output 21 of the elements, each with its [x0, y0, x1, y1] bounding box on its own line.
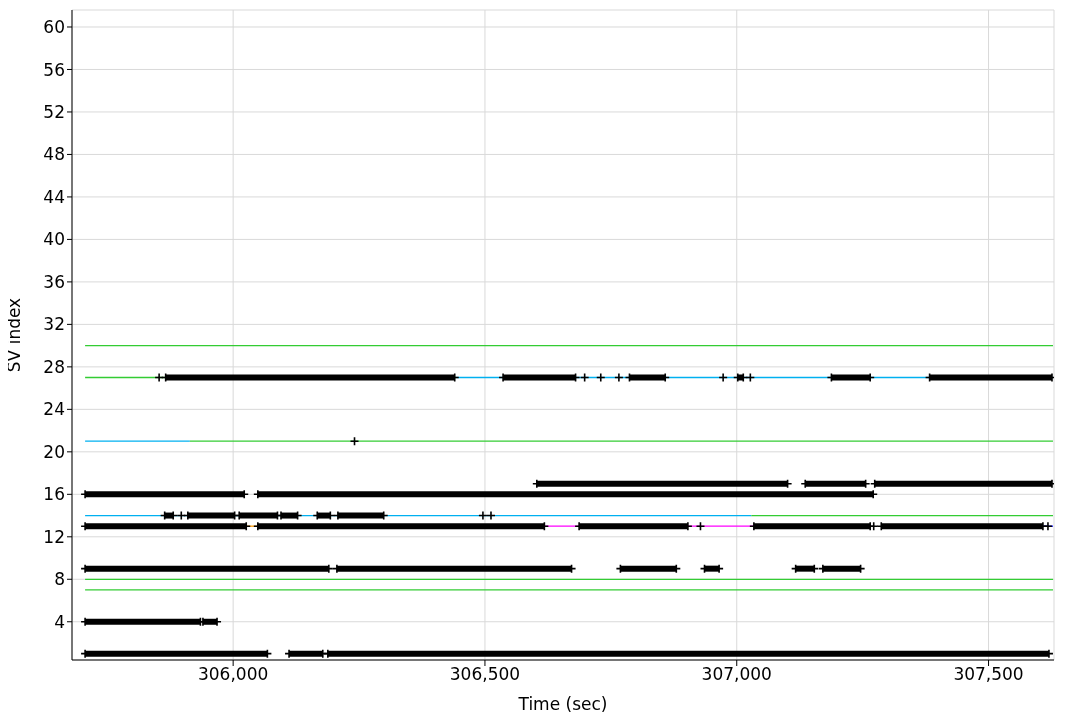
- y-tick-label: 56: [43, 59, 65, 80]
- y-tick-label: 40: [43, 229, 65, 250]
- y-tick-label: 44: [43, 186, 65, 207]
- x-tick-label: 307,500: [953, 664, 1024, 685]
- y-tick-label: 12: [43, 526, 65, 547]
- y-tick-label: 24: [43, 399, 65, 420]
- y-tick-label: 60: [43, 17, 65, 38]
- y-tick-label: 4: [54, 611, 65, 632]
- y-tick-label: 52: [43, 102, 65, 122]
- x-tick-label: 306,500: [449, 664, 521, 685]
- x-tick-label: 307,000: [701, 664, 772, 685]
- y-tick-label: 8: [54, 569, 65, 590]
- x-tick-label: 306,000: [197, 664, 269, 685]
- y-tick-label: 48: [43, 144, 65, 165]
- y-tick-label: 16: [43, 484, 65, 505]
- x-axis-title: Time (sec): [517, 694, 608, 714]
- y-tick-label: 36: [43, 271, 65, 292]
- y-axis-title: SV index: [4, 297, 25, 373]
- y-tick-label: 28: [43, 356, 65, 377]
- y-tick-label: 32: [43, 314, 65, 335]
- y-tick-label: 20: [43, 441, 65, 462]
